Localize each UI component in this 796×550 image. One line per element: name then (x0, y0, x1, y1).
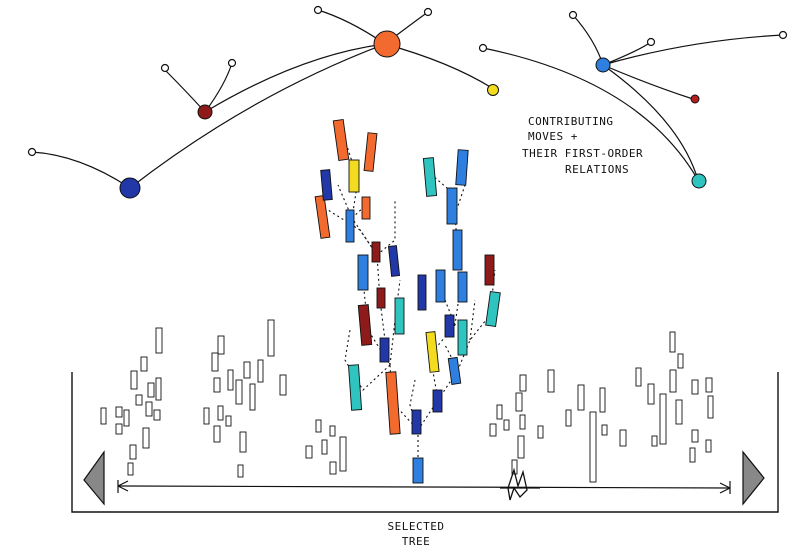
annotation-line-2: MOVES + (528, 130, 578, 143)
caption-line-2: TREE (402, 535, 431, 548)
forest-bars (100, 319, 714, 483)
network-edges (31, 9, 784, 189)
node-small-red (690, 94, 700, 104)
selection-marker-icon[interactable] (500, 467, 540, 501)
tree-bar-root (412, 457, 424, 484)
node-teal (691, 173, 707, 189)
node-sky-blue (595, 57, 611, 73)
left-triangle-icon[interactable] (83, 450, 105, 506)
annotation-line-4: RELATIONS (565, 163, 629, 176)
node-large-orange (373, 30, 401, 58)
right-triangle-icon[interactable] (742, 450, 765, 506)
node-dark-red (197, 104, 213, 120)
leaf-nodes (27, 5, 788, 157)
frame (71, 372, 779, 513)
caption-line-1: SELECTED (388, 520, 445, 533)
annotation-line-1: CONTRIBUTING (528, 115, 613, 128)
node-yellow (487, 84, 499, 96)
double-arrow-icon (117, 480, 731, 494)
tree-bars (314, 118, 501, 484)
node-navy-blue (119, 177, 141, 199)
annotation-line-3: THEIR FIRST-ORDER (522, 147, 643, 160)
